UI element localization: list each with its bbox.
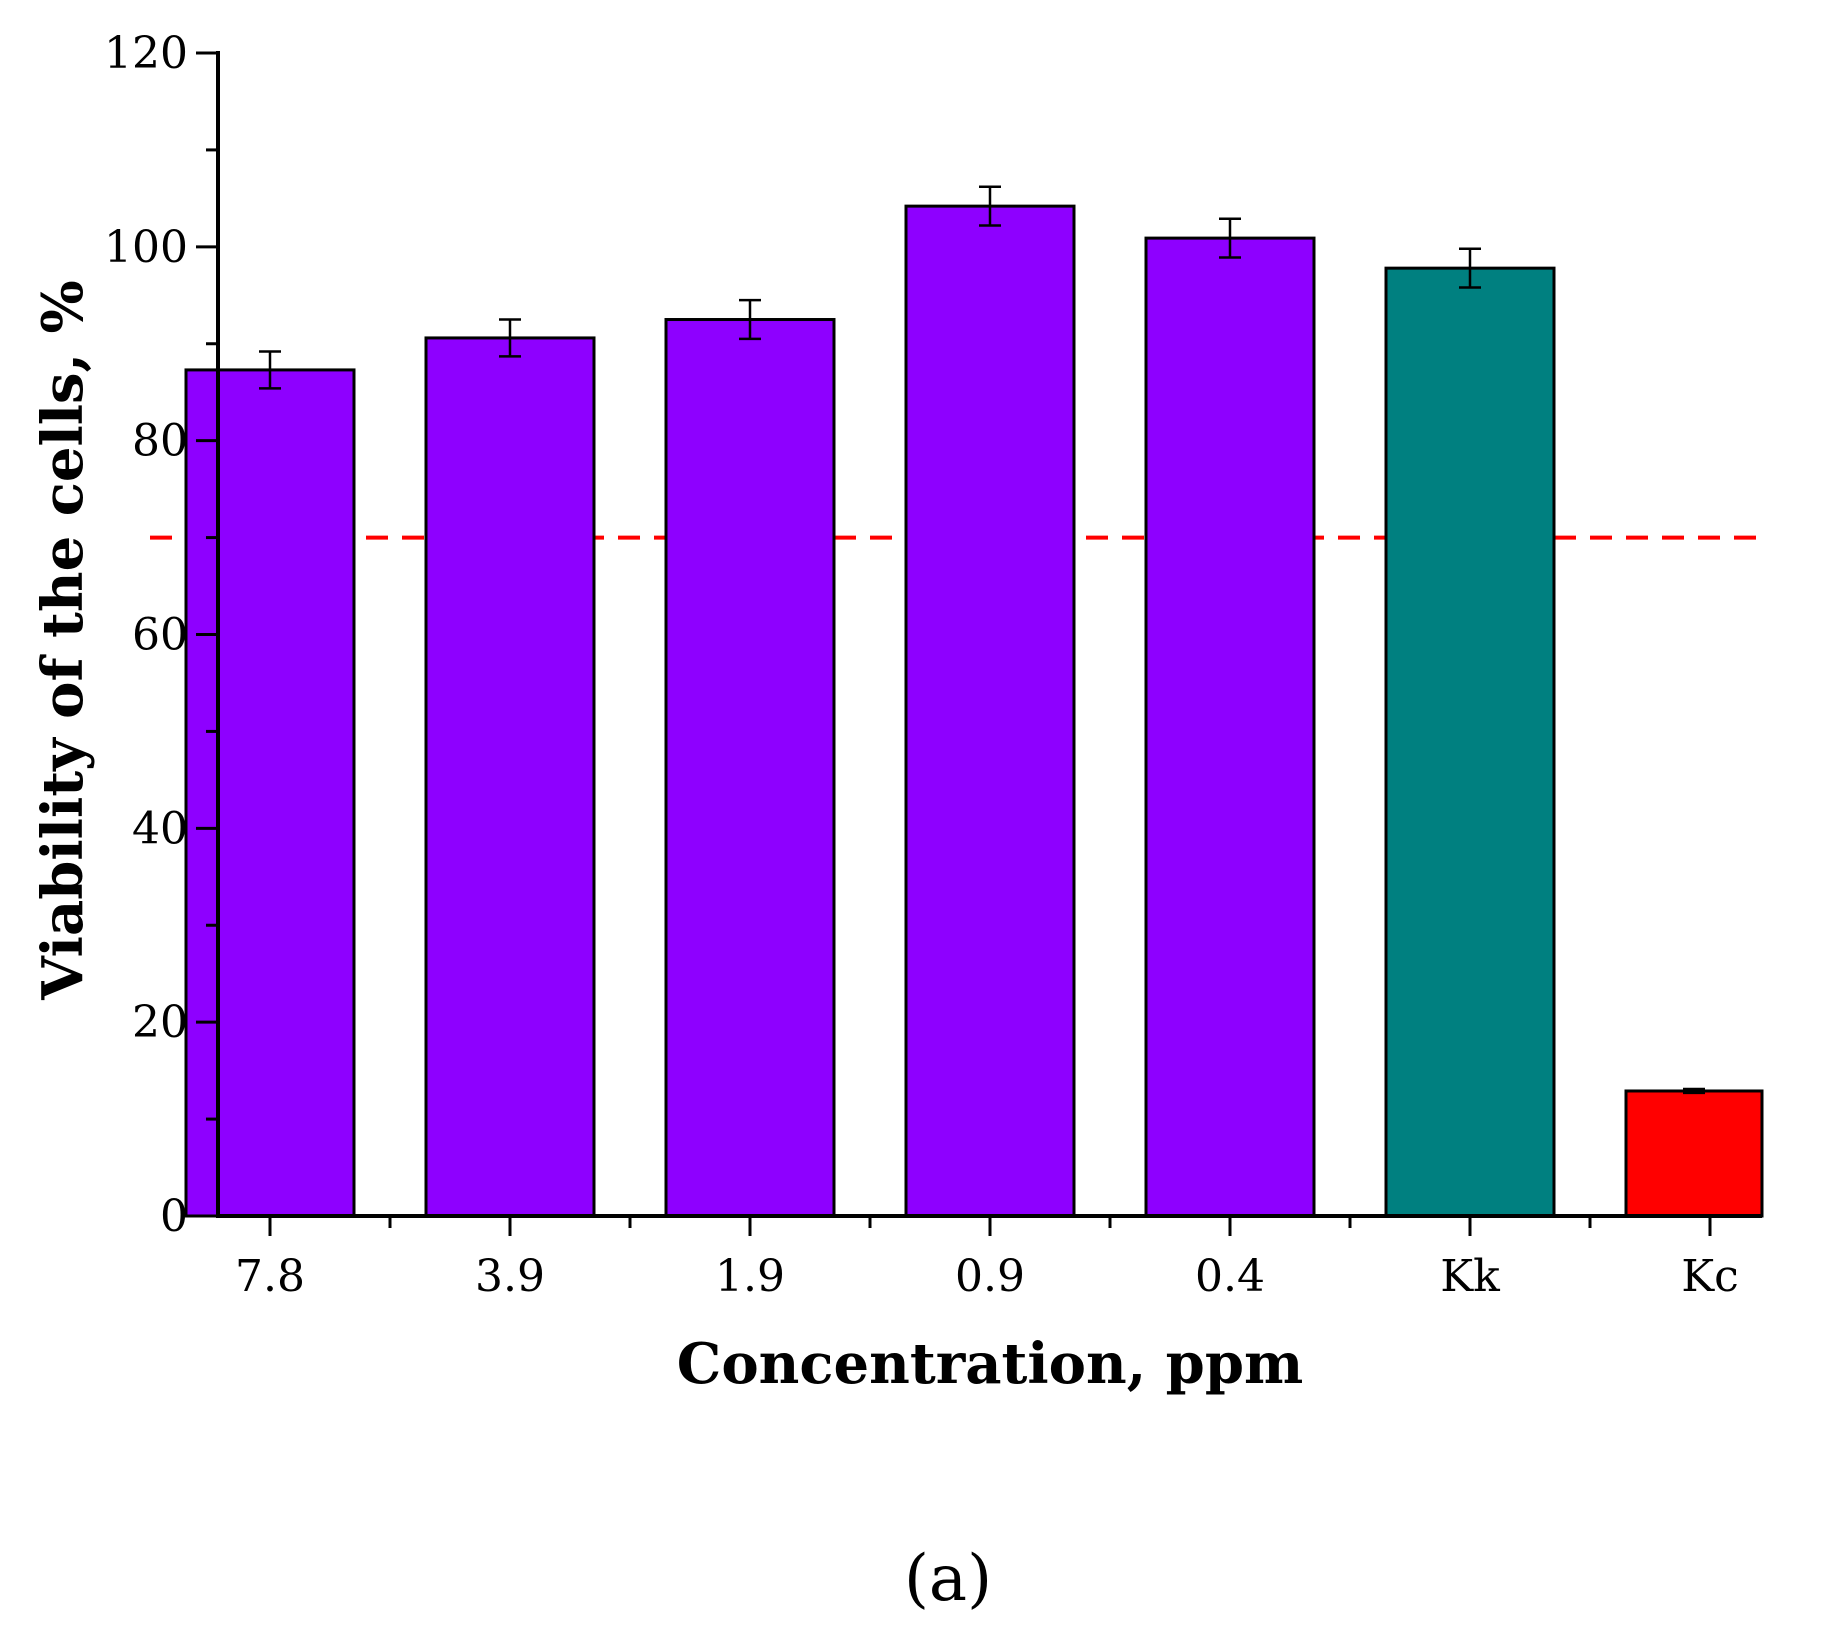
- error-bar: [979, 185, 1001, 227]
- bars-layer: [184, 204, 1764, 1218]
- bar-0-4: [1144, 236, 1316, 1218]
- y-tick-label: 20: [132, 997, 188, 1048]
- y-tick-label: 120: [104, 28, 188, 79]
- x-tick-label: 7.8: [235, 1251, 305, 1302]
- x-tick-label: 0.4: [1195, 1251, 1265, 1302]
- x-tick-label: Kk: [1440, 1251, 1500, 1302]
- x-tick-label: 0.9: [955, 1251, 1025, 1302]
- y-tick-label: 80: [132, 416, 188, 467]
- axes-layer: 0 20 40 60 80 100 120 7.8 3.9 1.9 0.9 0.4 Kk Kc: [104, 28, 1762, 1302]
- bar-kc: [1624, 1089, 1764, 1218]
- bar-3-9: [424, 336, 596, 1218]
- x-tick-label: 1.9: [715, 1251, 785, 1302]
- x-tick-label: Kc: [1681, 1251, 1739, 1302]
- x-axis-title: Concentration, ppm: [677, 1331, 1304, 1397]
- bar-1-9: [664, 318, 836, 1218]
- y-tick-label: 0: [160, 1191, 188, 1242]
- error-bar: [1459, 247, 1481, 289]
- panel-label: (a): [904, 1542, 992, 1616]
- error-bar: [1683, 1087, 1705, 1095]
- error-bars-layer: [259, 185, 1705, 1095]
- error-bar: [1219, 217, 1241, 259]
- y-tick-label: 60: [132, 610, 188, 661]
- y-tick-label: 100: [104, 222, 188, 273]
- y-tick-label: 40: [132, 803, 188, 854]
- error-bar: [739, 298, 761, 341]
- error-bar: [259, 350, 281, 390]
- y-axis-title: Viability of the cells, %: [30, 280, 96, 1001]
- labels-layer: Concentration, ppm Viability of the cell…: [30, 280, 1303, 1616]
- bar-7-8: [184, 368, 356, 1218]
- error-bar: [499, 318, 521, 358]
- x-tick-label: 3.9: [475, 1251, 545, 1302]
- bar-kk: [1384, 266, 1556, 1218]
- bar-0-9: [904, 204, 1076, 1218]
